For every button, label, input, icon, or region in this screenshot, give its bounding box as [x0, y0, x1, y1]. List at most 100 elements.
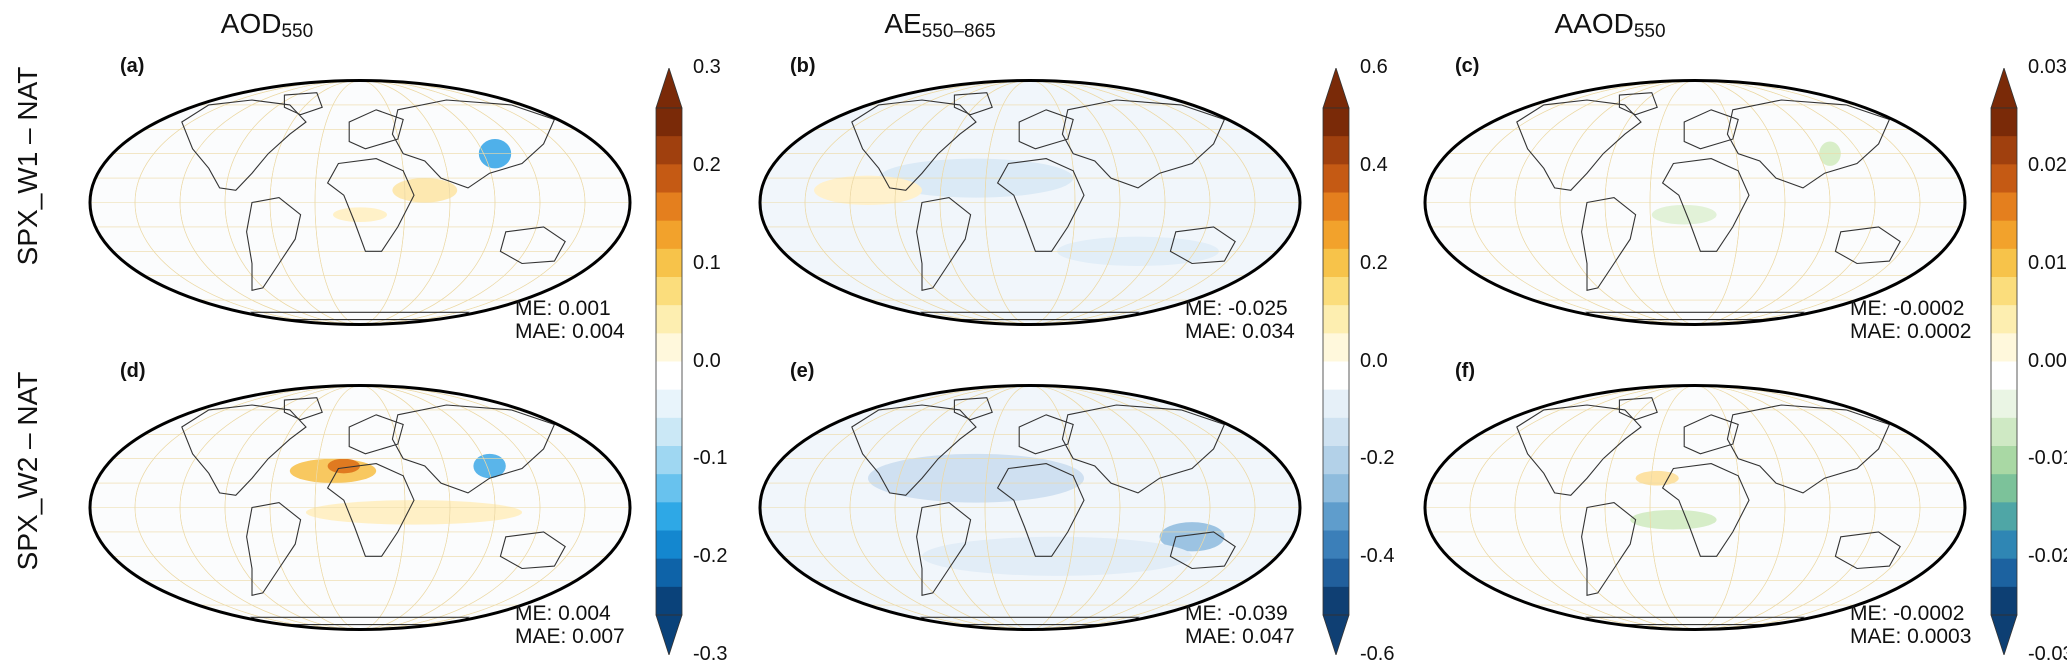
colorbar-segment [656, 248, 682, 278]
anomaly-region [333, 207, 387, 223]
colorbar-tick-label: -0.02 [2028, 545, 2067, 568]
coastline [1169, 226, 1236, 265]
colorbar-segment [1991, 108, 2017, 137]
anomaly-region [1159, 522, 1225, 552]
mean-absolute-error: MAE: 0.0003 [1850, 625, 1972, 648]
map-panel: (e) ME: -0.039 MAE: 0.047 [750, 360, 1310, 648]
colorbar-segment [1323, 136, 1349, 165]
coastline [1726, 404, 1891, 494]
mean-error: ME: -0.039 [1185, 602, 1288, 625]
row-label-w2: SPX_W2 – NAT [12, 371, 43, 571]
colorbar-segment [1991, 361, 2017, 391]
colorbar-tick-label: -0.01 [2028, 447, 2067, 470]
colorbar [1322, 68, 1350, 655]
coastline [181, 99, 307, 191]
colorbar-segment [656, 446, 682, 475]
colorbar-segment [1991, 502, 2017, 531]
colorbar-segment [1323, 164, 1349, 193]
colorbar-tick-label: 0.1 [693, 251, 721, 274]
colorbar-tick-label: 0.0 [1360, 349, 1388, 372]
colorbar-segment [656, 586, 682, 616]
colorbar-segment [1323, 446, 1349, 475]
map-border [1423, 384, 1967, 631]
anomaly-region [306, 500, 522, 525]
world-map [1423, 79, 1967, 326]
anomaly-region [1651, 204, 1717, 225]
mean-error: ME: -0.025 [1185, 297, 1288, 320]
coastline [1618, 92, 1658, 116]
colorbar-segment [656, 305, 682, 334]
colorbar-segment [1991, 192, 2017, 222]
coastline [1683, 109, 1739, 150]
map-panel: (f) ME: -0.0002 MAE: 0.0003 [1415, 360, 1975, 648]
mean-absolute-error: MAE: 0.034 [1185, 320, 1295, 343]
error-stats: ME: -0.0002 MAE: 0.0003 [1850, 602, 1971, 648]
mean-absolute-error: MAE: 0.047 [1185, 625, 1295, 648]
colorbar-segment [1991, 558, 2017, 588]
coastline [996, 463, 1085, 557]
map-panel: (b) ME: -0.025 MAE: 0.034 [750, 55, 1310, 343]
coastline [181, 404, 307, 496]
coastline [1618, 397, 1658, 421]
colorbar-segment [656, 417, 682, 447]
error-stats: ME: 0.001 MAE: 0.004 [515, 297, 625, 343]
coastline [1061, 404, 1226, 494]
map-panel: (a) ME: 0.001 MAE: 0.004 [80, 55, 640, 343]
map-border [758, 79, 1302, 326]
panel-letter: (e) [790, 360, 815, 382]
colorbar-tick-label: 0.6 [1360, 56, 1388, 78]
colorbar-segment [1991, 417, 2017, 447]
coastline [1018, 109, 1074, 150]
colorbar-segment [1991, 389, 2017, 419]
mean-absolute-error: MAE: 0.007 [515, 625, 625, 648]
colorbar-segment [1991, 530, 2017, 560]
world-map [88, 79, 632, 326]
colorbar-segment [656, 220, 682, 250]
mean-error: ME: -0.0002 [1850, 297, 1965, 320]
coastline [1726, 99, 1891, 189]
error-stats: ME: -0.0002 MAE: 0.0002 [1850, 297, 1971, 343]
coastline [348, 109, 404, 150]
coastline [851, 404, 977, 496]
coastline [916, 502, 972, 596]
colorbar-segment [656, 192, 682, 222]
panel-letter: (b) [790, 55, 816, 77]
colorbar-tick-label: 0.4 [1360, 153, 1388, 176]
colorbar-segment [1323, 389, 1349, 419]
coastline [499, 226, 566, 265]
coastline [996, 158, 1085, 252]
colorbar-segment [656, 164, 682, 193]
colorbar-segment [656, 108, 682, 137]
error-stats: ME: -0.025 MAE: 0.034 [1185, 297, 1295, 343]
panel-letter: (f) [1455, 360, 1475, 382]
colorbar-tick-label: -0.4 [1360, 545, 1395, 568]
colorbar-segment [1991, 248, 2017, 278]
colorbar-segment [1991, 164, 2017, 193]
colorbar-segment [1323, 361, 1349, 391]
coastline [326, 463, 415, 557]
map-panel: (c) ME: -0.0002 MAE: 0.0002 [1415, 55, 1975, 343]
coastline [1661, 158, 1750, 252]
column-title-ae: AE550–865 [884, 8, 996, 42]
colorbar-segment [656, 502, 682, 531]
colorbar-segment [1323, 586, 1349, 616]
colorbar-segment [1323, 474, 1349, 503]
mean-error: ME: -0.0002 [1850, 602, 1965, 625]
anomaly-region [327, 458, 360, 474]
colorbar-tick-label: 0.2 [693, 153, 721, 176]
anomaly-region [1635, 470, 1679, 486]
colorbar-tick-label: -0.1 [693, 447, 728, 470]
colorbar-segment [1323, 333, 1349, 362]
error-stats: ME: 0.004 MAE: 0.007 [515, 602, 625, 648]
colorbar-segment [1991, 220, 2017, 250]
coastline [1516, 99, 1642, 191]
column-title-aod: AOD550 [220, 8, 314, 42]
coastline [1581, 197, 1637, 291]
colorbar-segment [656, 389, 682, 419]
anomaly-region [868, 453, 1084, 503]
coastline [1516, 404, 1642, 496]
coastline [246, 197, 302, 291]
colorbar-segment [656, 136, 682, 165]
coastline [391, 99, 556, 189]
map-border [88, 79, 632, 326]
